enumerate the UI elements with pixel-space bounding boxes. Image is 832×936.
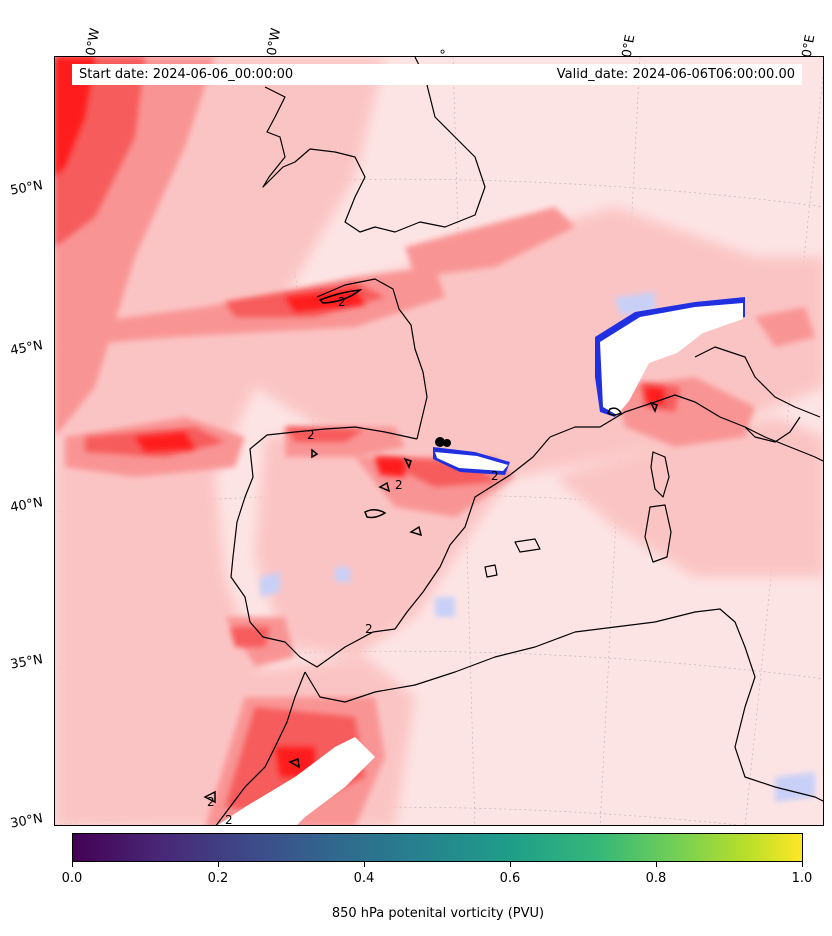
latitude-label-50n: 50°N (9, 178, 45, 199)
colorbar-tick (72, 862, 73, 867)
colorbar-tick-label: 0.2 (207, 871, 229, 886)
pv-contours (203, 289, 658, 804)
latitude-label-30n: 30°N (9, 811, 45, 832)
contour-label: 2 (307, 428, 315, 442)
colorbar-tick-label: 0.0 (61, 871, 83, 886)
contour-label: 2 (225, 813, 233, 826)
contour-labels: 2 2 2 2 2 2 2 (207, 295, 499, 826)
coastlines (215, 57, 823, 825)
colorbar-title: 850 hPa potenital vorticity (PVU) (331, 906, 545, 921)
valid-date-text: Valid_date: 2024-06-06T06:00:00.00 (556, 67, 795, 82)
contour-label: 2 (395, 478, 403, 492)
colorbar-tick-label: 0.6 (499, 871, 521, 886)
latitude-label-40n: 40°N (9, 495, 45, 516)
map-canvas: 2 2 2 2 2 2 2 (55, 57, 823, 826)
colorbar-tick (510, 862, 511, 867)
latitude-label-45n: 45°N (9, 338, 45, 359)
colorbar-tick-label: 0.8 (645, 871, 667, 886)
contour-label: 2 (491, 469, 499, 483)
colorbar-tick (802, 862, 803, 867)
potential-vorticity-map: 2 2 2 2 2 2 2 (54, 56, 824, 826)
contour-label: 2 (338, 295, 346, 309)
date-info-bar: Start date: 2024-06-06_00:00:00 Valid_da… (72, 64, 802, 85)
latitude-label-35n: 35°N (9, 652, 45, 673)
colorbar (72, 833, 803, 862)
start-date-text: Start date: 2024-06-06_00:00:00 (79, 67, 294, 82)
colorbar-tick (364, 862, 365, 867)
colorbar-tick (656, 862, 657, 867)
small-black-dots (435, 437, 451, 447)
colorbar-tick-label: 0.4 (353, 871, 375, 886)
contour-label: 2 (207, 795, 215, 809)
masked-terrain (218, 297, 745, 825)
colorbar-tick (218, 862, 219, 867)
contour-label: 2 (365, 622, 373, 636)
colorbar-tick-label: 1.0 (791, 871, 813, 886)
